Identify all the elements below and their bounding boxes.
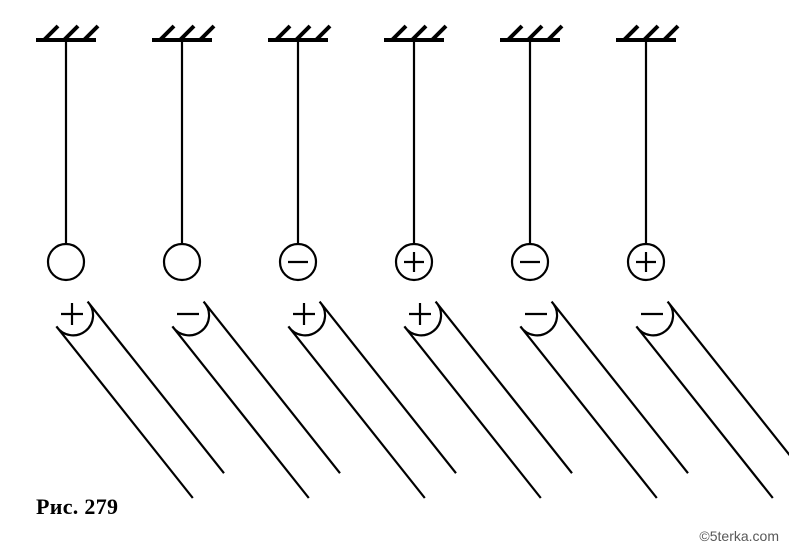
pendulum-ball xyxy=(396,244,432,280)
pendulum-2 xyxy=(152,32,210,452)
pendulum-5 xyxy=(500,32,558,452)
pendulum-4 xyxy=(384,32,442,452)
pendulum-ball xyxy=(628,244,664,280)
figure-canvas: Рис. 279 ©5terka.com xyxy=(0,0,789,552)
pendulum-svg xyxy=(500,32,620,472)
charged-rod xyxy=(636,302,789,498)
ceiling-mount xyxy=(152,26,214,40)
pendulum-svg xyxy=(36,32,156,472)
pendulum-ball xyxy=(280,244,316,280)
pendulum-svg xyxy=(384,32,504,472)
caption-label: Рис. xyxy=(36,494,79,519)
watermark-text: ©5terka.com xyxy=(699,528,779,544)
ceiling-mount xyxy=(500,26,562,40)
pendulum-6 xyxy=(616,32,674,452)
pendulum-1 xyxy=(36,32,94,452)
pendulum-ball xyxy=(164,244,200,280)
pendulum-ball xyxy=(512,244,548,280)
caption-number: 279 xyxy=(84,494,118,519)
watermark: ©5terka.com xyxy=(699,528,779,544)
figure-caption: Рис. 279 xyxy=(36,494,118,520)
pendulum-svg xyxy=(152,32,272,472)
ceiling-mount xyxy=(36,26,98,40)
ceiling-mount xyxy=(268,26,330,40)
pendulum-svg xyxy=(268,32,388,472)
ceiling-mount xyxy=(616,26,678,40)
pendulum-ball xyxy=(48,244,84,280)
pendulum-row xyxy=(36,32,674,452)
pendulum-3 xyxy=(268,32,326,452)
ceiling-mount xyxy=(384,26,446,40)
pendulum-svg xyxy=(616,32,736,472)
